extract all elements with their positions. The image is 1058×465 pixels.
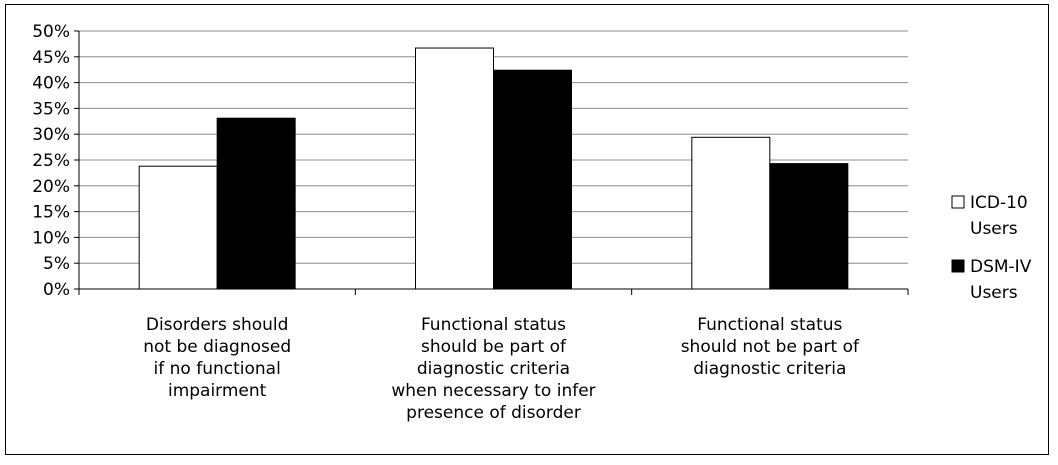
y-tick-label: 45% xyxy=(32,48,70,68)
x-category-label: Functional status should not be part of di… xyxy=(681,315,860,379)
y-tick-label: 30% xyxy=(32,125,70,145)
legend-label: DSM-IV Users xyxy=(970,257,1032,303)
bar xyxy=(138,165,218,290)
y-tick-label: 40% xyxy=(32,74,70,94)
y-tick-label: 25% xyxy=(32,151,70,171)
y-tick-label: 35% xyxy=(32,99,70,119)
bar xyxy=(493,69,572,290)
x-category-label: Disorders should not be diagnosed if no fu… xyxy=(143,315,291,401)
y-tick-label: 10% xyxy=(32,228,70,248)
bar xyxy=(216,117,296,290)
bar xyxy=(769,163,849,290)
y-tick-label: 5% xyxy=(43,254,70,274)
bar xyxy=(691,136,771,290)
bar xyxy=(415,47,494,290)
legend-label: ICD-10 Users xyxy=(970,193,1028,239)
legend-swatch xyxy=(951,259,965,273)
legend-swatch xyxy=(951,195,965,209)
y-tick-label: 20% xyxy=(32,177,70,197)
y-tick-label: 0% xyxy=(43,280,70,300)
x-category-label: Functional status should be part of diagno… xyxy=(391,315,595,423)
y-tick-label: 15% xyxy=(32,203,70,223)
y-tick-label: 50% xyxy=(32,22,70,42)
